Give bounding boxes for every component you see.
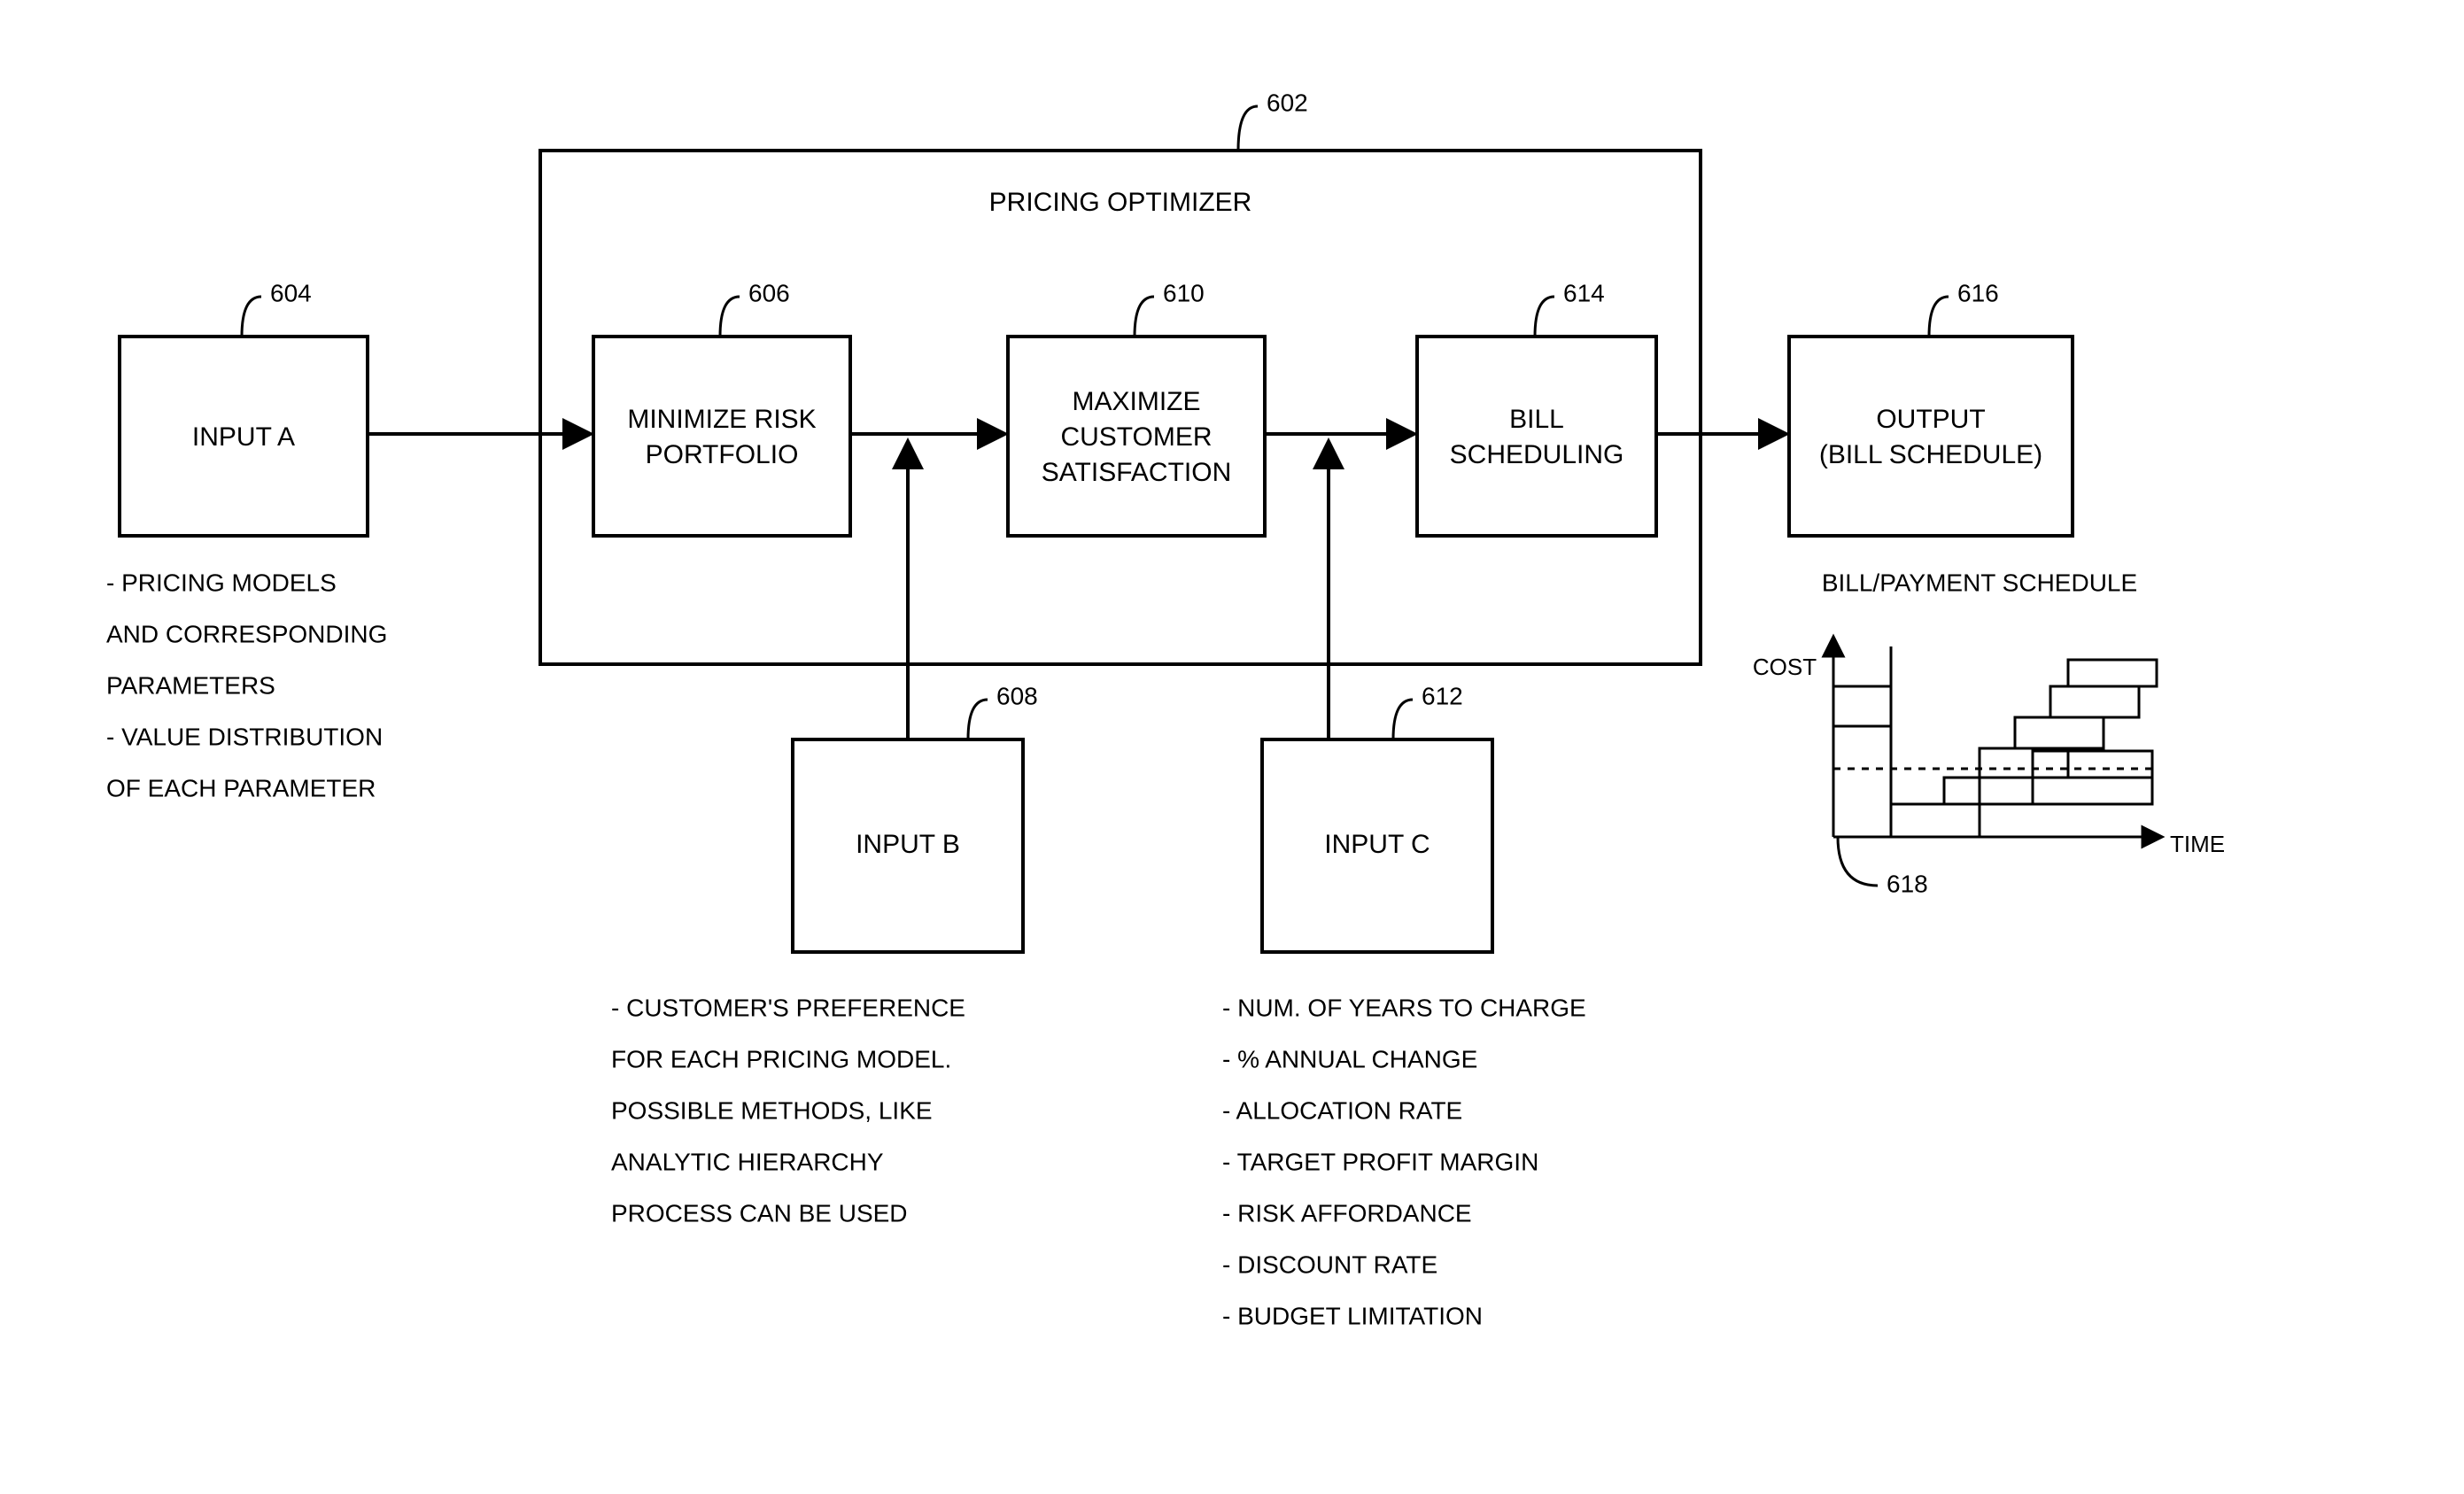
ref-leader-602 [1238, 106, 1258, 151]
input-c-note-0: - NUM. OF YEARS TO CHARGE [1222, 994, 1586, 1021]
mini-chart: BILL/PAYMENT SCHEDULE COST TIME 618 [1753, 569, 2225, 897]
input-a-note-0: - PRICING MODELS [106, 569, 337, 596]
max-cs-l1: MAXIMIZE [1072, 387, 1200, 416]
output-l1: OUTPUT [1876, 405, 1985, 434]
input-a-note-2: PARAMETERS [106, 671, 275, 699]
max-cs-l2: CUSTOMER [1060, 422, 1212, 452]
ref-618: 618 [1887, 870, 1928, 897]
input-a-note-1: AND CORRESPONDING [106, 620, 387, 647]
ref-604: 604 [270, 279, 312, 306]
ref-602: 602 [1267, 89, 1308, 116]
ref-leader-618 [1838, 837, 1878, 886]
input-c-label: INPUT C [1324, 830, 1430, 859]
input-b-note-2: POSSIBLE METHODS, LIKE [611, 1096, 933, 1124]
ref-616: 616 [1957, 279, 1999, 306]
input-c-note-1: - % ANNUAL CHANGE [1222, 1045, 1477, 1072]
ref-leader-612 [1393, 700, 1413, 739]
input-b-note-0: - CUSTOMER'S PREFERENCE [611, 994, 965, 1021]
ref-614: 614 [1563, 279, 1605, 306]
input-b-note-3: ANALYTIC HIERARCHY [611, 1148, 884, 1175]
input-a-note-3: - VALUE DISTRIBUTION [106, 723, 383, 750]
ref-leader-608 [968, 700, 988, 739]
ref-612: 612 [1422, 682, 1463, 709]
min-risk-l2: PORTFOLIO [646, 440, 799, 469]
container-title: PRICING OPTIMIZER [989, 188, 1252, 217]
ref-606: 606 [748, 279, 790, 306]
ref-608: 608 [996, 682, 1038, 709]
input-c-note-3: - TARGET PROFIT MARGIN [1222, 1148, 1538, 1175]
input-b-note-1: FOR EACH PRICING MODEL. [611, 1045, 951, 1072]
bill-sched-l1: BILL [1509, 405, 1564, 434]
diagram-canvas: PRICING OPTIMIZER 602 INPUT A 604 - PRIC… [0, 0, 2464, 1494]
input-a-label: INPUT A [192, 422, 295, 452]
chart-xlabel: TIME [2170, 831, 2225, 857]
input-c-note-4: - RISK AFFORDANCE [1222, 1199, 1472, 1227]
chart-title: BILL/PAYMENT SCHEDULE [1822, 569, 2137, 596]
input-b-note-4: PROCESS CAN BE USED [611, 1199, 908, 1227]
input-a-note-4: OF EACH PARAMETER [106, 774, 376, 801]
ref-610: 610 [1163, 279, 1205, 306]
ref-leader-604 [242, 297, 261, 337]
output-l2: (BILL SCHEDULE) [1819, 440, 2042, 469]
input-c-note-6: - BUDGET LIMITATION [1222, 1302, 1483, 1329]
max-cs-l3: SATISFACTION [1042, 458, 1231, 487]
bill-sched-l2: SCHEDULING [1450, 440, 1624, 469]
chart-ylabel: COST [1753, 654, 1817, 680]
input-c-note-2: - ALLOCATION RATE [1222, 1096, 1462, 1124]
min-risk-box [593, 337, 850, 536]
input-b-label: INPUT B [856, 830, 960, 859]
output-box [1789, 337, 2073, 536]
min-risk-l1: MINIMIZE RISK [627, 405, 816, 434]
bill-sched-box [1417, 337, 1656, 536]
ref-leader-616 [1929, 297, 1949, 337]
input-c-note-5: - DISCOUNT RATE [1222, 1250, 1437, 1278]
